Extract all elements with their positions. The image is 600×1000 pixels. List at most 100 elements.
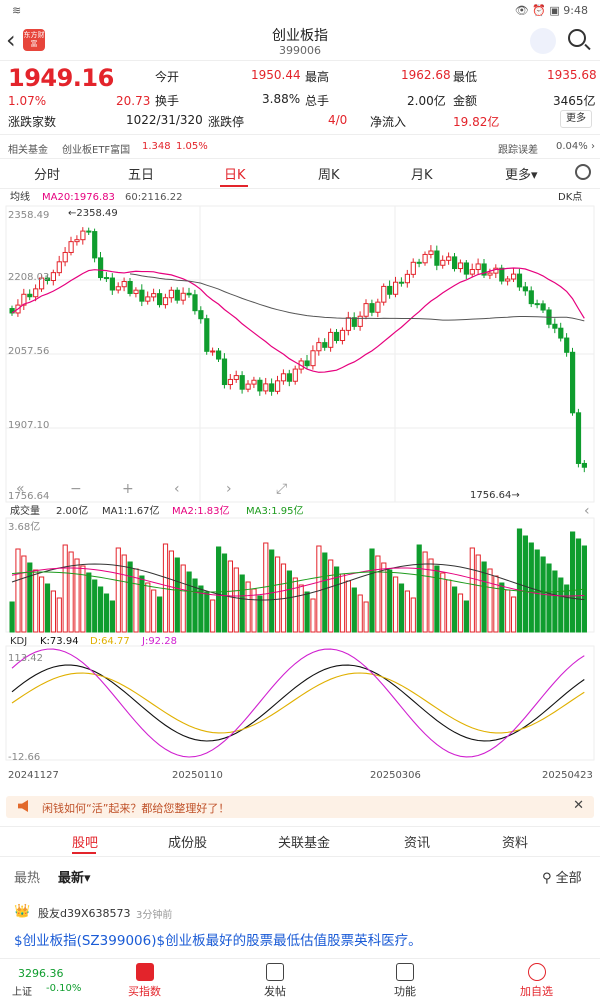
dk-point-toggle[interactable]: DK点 — [558, 191, 582, 203]
nav-functions[interactable]: 功能 — [394, 963, 416, 999]
candle — [516, 273, 523, 288]
tab-intraday[interactable]: 分时 — [34, 168, 61, 183]
candle — [387, 285, 393, 295]
candle — [369, 303, 375, 313]
close-icon[interactable]: ✕ — [573, 798, 584, 813]
volume-bar — [221, 553, 228, 633]
nav-buy-index[interactable]: 买指数 — [128, 963, 161, 999]
fund-label: 相关基金 — [8, 145, 48, 156]
volume-bar — [351, 587, 357, 633]
fund-pct: 1.05% — [176, 141, 208, 152]
volume-bar — [216, 546, 222, 633]
kline-chart[interactable]: 均线 MA20:1976.83 60:2116.22 DK点 2358.49 2… — [0, 188, 600, 784]
candle — [275, 380, 281, 392]
y-axis-2: 2208.03 — [8, 272, 49, 283]
candle — [446, 256, 452, 261]
fund-price: 1.348 — [142, 141, 171, 152]
candle — [428, 250, 434, 255]
promo-banner[interactable]: 闲钱如何“活”起来？都给您整理好了！ ✕ — [6, 796, 594, 818]
volume-bar — [174, 557, 180, 633]
volume-bar — [127, 561, 133, 633]
sort-new[interactable]: 最新▾ — [58, 871, 91, 886]
tab-guba[interactable]: 股吧 — [72, 836, 99, 851]
pan-right-icon[interactable]: › — [226, 481, 232, 497]
zoom-in-icon[interactable]: + — [122, 481, 134, 497]
tab-monthly-k[interactable]: 月K — [411, 168, 433, 183]
y-axis-top: 2358.49 — [8, 210, 49, 221]
volume-bar — [516, 528, 523, 633]
ma20-line — [11, 267, 585, 373]
zoom-out-icon[interactable]: − — [70, 481, 82, 497]
more-button[interactable]: 更多 — [560, 110, 592, 128]
candlesticks — [9, 227, 587, 473]
tab-weekly-k[interactable]: 周K — [318, 168, 340, 183]
candle — [210, 350, 216, 353]
nav-post[interactable]: 发帖 — [264, 963, 286, 999]
candle — [322, 342, 328, 348]
candle — [263, 383, 269, 392]
post-user[interactable]: 股友d39X638573 — [38, 907, 131, 920]
filter-all[interactable]: ⚲ 全部 — [542, 871, 582, 886]
volume-bar — [204, 592, 210, 633]
tab-components[interactable]: 成份股 — [168, 836, 208, 851]
volume-bar — [27, 562, 33, 633]
tab-related-funds[interactable]: 关联基金 — [278, 836, 331, 851]
content-tab-indicator — [72, 852, 96, 854]
tab-news[interactable]: 资讯 — [404, 836, 431, 851]
candle — [115, 286, 121, 291]
assistant-icon[interactable] — [530, 28, 556, 54]
volume-bar — [192, 578, 198, 633]
index-name: 上证 — [12, 987, 32, 998]
banner-text: 闲钱如何“活”起来？都给您整理好了！ — [42, 802, 230, 815]
candle — [50, 272, 56, 282]
candle — [198, 310, 204, 320]
tab-more[interactable]: 更多▾ — [505, 168, 538, 183]
volume-bar — [499, 582, 505, 633]
kdj-k-value: K:73.94 — [40, 636, 79, 647]
sort-hot[interactable]: 最热 — [14, 871, 41, 886]
fund-name: 创业板ETF富国 — [62, 145, 131, 156]
candle — [463, 262, 469, 275]
nav-add-watchlist[interactable]: 加自选 — [520, 963, 553, 999]
edit-icon — [266, 963, 284, 981]
volume-bar — [62, 544, 68, 633]
kdj-j-line — [11, 648, 585, 758]
expand-indicator-icon[interactable]: ‹ — [584, 503, 590, 519]
adv-label: 涨跌家数 — [8, 115, 57, 129]
collapse-left-icon[interactable]: « — [16, 481, 25, 497]
candle — [570, 351, 576, 414]
volume-bar — [564, 584, 570, 633]
fullscreen-icon[interactable]: ⤢ — [276, 481, 287, 497]
post-body[interactable]: $创业板指(SZ399006)$创业板最好的股票最低估值股票英科医疗。 — [14, 933, 422, 949]
candle — [227, 378, 234, 386]
candle — [245, 383, 251, 390]
candle — [316, 342, 322, 352]
candle — [339, 329, 346, 342]
turnover-value: 3.88% — [262, 92, 301, 106]
index-code: 399006 — [279, 44, 321, 57]
volume-bar — [56, 597, 62, 633]
post-item[interactable]: 👑 股友d39X638573 3分钟前 $创业板指(SZ399006)$创业板最… — [0, 900, 600, 960]
candle — [251, 379, 257, 385]
candle — [481, 263, 487, 276]
search-icon[interactable] — [568, 29, 586, 47]
tab-profile[interactable]: 资料 — [502, 836, 529, 851]
volume-bar — [558, 577, 564, 633]
kdj-axis-top: 113.42 — [8, 653, 43, 664]
limit-label: 涨跌停 — [208, 115, 245, 129]
limit-value: 4/0 — [328, 113, 348, 127]
volume-bar — [575, 538, 582, 633]
related-fund[interactable]: 相关基金 创业板ETF富国 1.348 1.05% 跟踪误差 0.04% › — [0, 136, 600, 158]
settings-gear-icon[interactable] — [575, 164, 591, 180]
tab-five-day[interactable]: 五日 — [128, 168, 155, 183]
candle — [157, 293, 163, 306]
pan-left-icon[interactable]: ‹ — [174, 481, 180, 497]
volume-bar — [546, 563, 552, 633]
index-quote[interactable]: 3296.36 — [18, 967, 64, 980]
volume-bar — [393, 576, 399, 633]
candle — [334, 331, 340, 342]
volume-bars — [9, 528, 587, 633]
back-icon[interactable]: ‹ — [6, 26, 16, 54]
tab-daily-k[interactable]: 日K — [224, 168, 246, 183]
current-price: 1949.16 — [8, 64, 114, 92]
